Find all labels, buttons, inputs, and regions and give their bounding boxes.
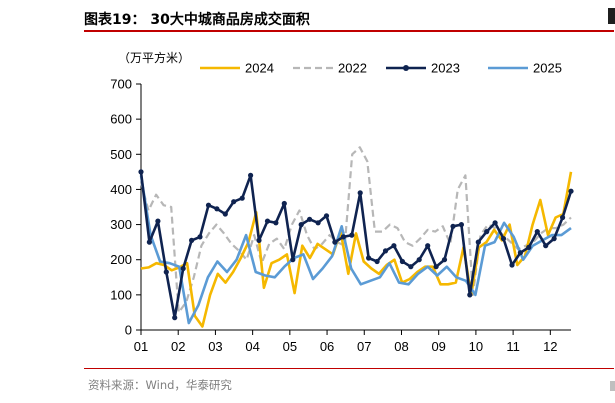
y-tick-label: 700 — [110, 77, 132, 92]
x-tick-label: 12 — [543, 339, 557, 354]
series-2024 — [140, 171, 573, 328]
y-tick-label: 400 — [110, 182, 132, 197]
y-tick-label: 300 — [110, 217, 132, 232]
x-tick-label: 11 — [506, 339, 520, 354]
data-point-2023 — [155, 218, 161, 224]
data-point-2023 — [281, 200, 287, 207]
data-point-2023 — [500, 236, 507, 242]
data-point-2023 — [382, 248, 389, 254]
series-line-2024 — [140, 171, 573, 328]
data-point-2023 — [163, 269, 169, 275]
data-point-2023 — [433, 264, 439, 270]
data-point-2023 — [172, 315, 178, 321]
x-tick-label: 09 — [431, 339, 445, 354]
x-tick-label: 02 — [171, 339, 185, 354]
data-point-2023 — [526, 244, 532, 250]
data-point-2023 — [264, 218, 271, 224]
legend-item-2025: 2025 — [488, 61, 562, 76]
x-tick-label: 10 — [469, 339, 483, 354]
data-point-2023 — [441, 257, 448, 263]
data-point-2023 — [315, 220, 321, 226]
data-point-2023 — [543, 243, 549, 249]
data-point-2023 — [534, 229, 540, 235]
data-point-2023 — [231, 199, 237, 205]
data-point-2023 — [475, 239, 481, 245]
data-point-2023 — [298, 222, 304, 228]
legend-label-2023: 2023 — [431, 61, 460, 76]
source-note: 资料来源：Wind，华泰研究 — [88, 378, 232, 392]
x-tick-label: 01 — [134, 339, 148, 354]
y-tick-label: 500 — [110, 147, 132, 162]
top-rule — [84, 30, 614, 32]
data-point-2023 — [323, 213, 330, 219]
x-tick-label: 03 — [208, 339, 222, 354]
data-point-2023 — [357, 190, 363, 196]
y-tick-label: 200 — [110, 252, 132, 267]
y-tick-label: 0 — [125, 323, 132, 338]
data-point-2023 — [273, 220, 279, 226]
legend-label-2022: 2022 — [338, 61, 367, 76]
legend-item-2024: 2024 — [200, 61, 274, 76]
data-point-2023 — [458, 222, 464, 228]
data-point-2023 — [467, 292, 473, 298]
data-point-2023 — [425, 243, 431, 249]
x-tick-label: 08 — [394, 339, 408, 354]
edge-mark — [608, 8, 615, 24]
x-tick-label: 07 — [357, 339, 371, 354]
data-point-2023 — [222, 211, 228, 217]
series-layer — [138, 146, 574, 328]
data-point-2023 — [214, 206, 220, 212]
y-unit-label: （万平方米） — [118, 50, 190, 65]
legend-item-2022: 2022 — [293, 61, 367, 76]
data-point-2023 — [568, 188, 574, 194]
data-point-2023 — [374, 258, 380, 265]
data-point-2023 — [484, 229, 490, 235]
y-tick-label: 600 — [110, 112, 132, 127]
series-2023 — [138, 169, 574, 321]
data-point-2023 — [290, 257, 296, 263]
data-point-2023 — [416, 257, 422, 263]
data-point-2023 — [256, 237, 262, 243]
data-point-2023 — [340, 234, 346, 240]
figure-title: 图表19： 30大中城商品房成交面积 — [84, 12, 310, 28]
legend-item-2023: 2023 — [386, 61, 460, 76]
data-point-2023 — [399, 258, 405, 265]
y-tick-label: 100 — [110, 287, 132, 302]
x-tick-label: 06 — [320, 339, 334, 354]
x-tick-label: 04 — [245, 339, 259, 354]
legend-marker-2023 — [403, 65, 409, 71]
data-point-2023 — [366, 255, 372, 261]
data-point-2023 — [239, 195, 245, 201]
data-point-2023 — [197, 234, 203, 240]
x-tick-label: 05 — [283, 339, 297, 354]
legend: 2024 2022 2023 2025 — [200, 61, 562, 76]
data-point-2023 — [551, 236, 557, 242]
data-point-2023 — [408, 264, 414, 270]
data-point-2023 — [517, 250, 524, 256]
x-axis: 01 02 03 04 05 06 07 08 09 10 11 12 — [134, 329, 571, 354]
data-point-2023 — [307, 216, 313, 222]
data-point-2023 — [560, 214, 566, 221]
data-point-2023 — [146, 239, 152, 245]
data-point-2023 — [492, 220, 498, 226]
data-point-2023 — [248, 172, 254, 178]
data-point-2023 — [189, 237, 195, 243]
data-point-2023 — [332, 239, 338, 245]
data-point-2023 — [450, 223, 456, 229]
data-point-2023 — [138, 169, 144, 175]
data-point-2023 — [205, 202, 212, 208]
y-axis: 0 100 200 300 400 500 600 700 — [110, 77, 142, 338]
data-point-2023 — [349, 232, 355, 238]
legend-label-2024: 2024 — [245, 61, 274, 76]
data-point-2023 — [509, 262, 515, 268]
bottom-rule — [84, 368, 614, 369]
data-point-2023 — [180, 265, 186, 272]
data-point-2023 — [391, 243, 397, 249]
series-line-2023 — [139, 171, 573, 320]
legend-label-2025: 2025 — [533, 61, 562, 76]
edge-mark-bottom — [610, 381, 615, 391]
